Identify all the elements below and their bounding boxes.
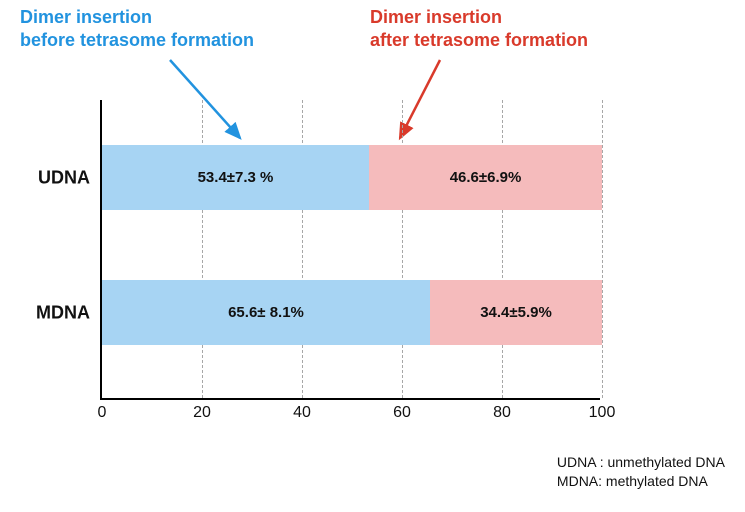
bar-segment: 65.6± 8.1% xyxy=(102,280,430,345)
bar-row: 53.4±7.3 %46.6±6.9% xyxy=(102,145,602,210)
y-category-label: UDNA xyxy=(20,167,90,188)
legend-line2: MDNA: methylated DNA xyxy=(557,472,725,492)
x-tick-label: 100 xyxy=(589,404,616,422)
x-tick-label: 20 xyxy=(193,404,211,422)
x-tick-label: 60 xyxy=(393,404,411,422)
x-tick-label: 80 xyxy=(493,404,511,422)
gridline xyxy=(602,100,603,398)
bar-segment: 34.4±5.9% xyxy=(430,280,602,345)
y-category-label: MDNA xyxy=(20,302,90,323)
bar-row: 65.6± 8.1%34.4±5.9% xyxy=(102,280,602,345)
legend-line1: UDNA : unmethylated DNA xyxy=(557,453,725,473)
chart-area: 02040608010053.4±7.3 %46.6±6.9%65.6± 8.1… xyxy=(100,100,600,400)
x-tick-label: 0 xyxy=(98,404,107,422)
bar-segment: 53.4±7.3 % xyxy=(102,145,369,210)
x-tick-label: 40 xyxy=(293,404,311,422)
legend: UDNA : unmethylated DNA MDNA: methylated… xyxy=(557,453,725,492)
bar-segment: 46.6±6.9% xyxy=(369,145,602,210)
